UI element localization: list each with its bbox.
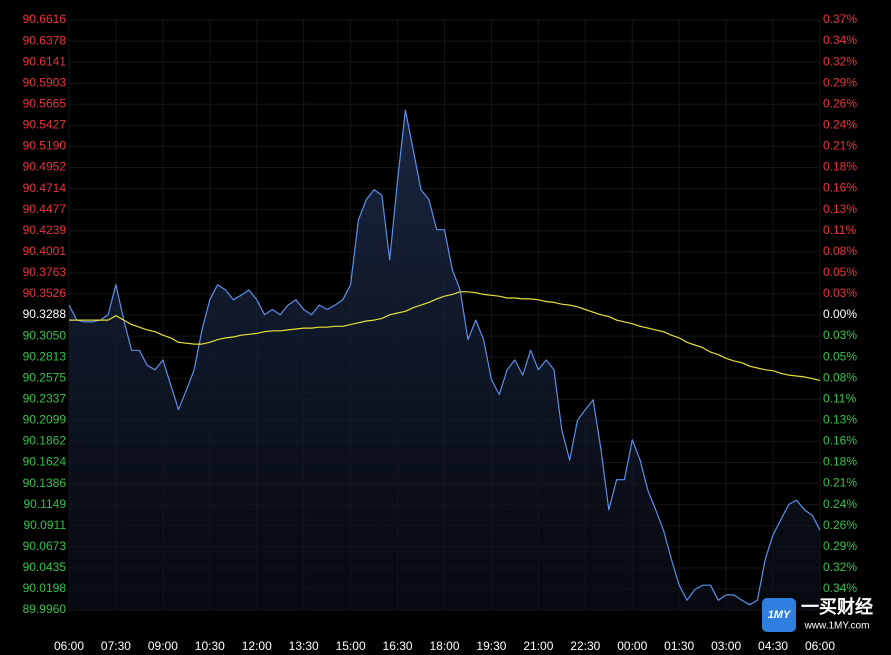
y-tick-label: 90.5665 [23,96,67,110]
y-tick-label: 90.1624 [23,455,67,469]
y2-tick-label: 0.08% [823,244,857,258]
y2-tick-label: 0.11% [823,391,856,405]
y2-tick-label: 0.37% [823,12,857,26]
x-tick-label: 00:00 [617,639,647,653]
y-tick-label: 90.4952 [23,160,67,174]
y-tick-label: 90.1149 [24,497,67,511]
y-tick-label: 90.3763 [23,265,67,279]
logo-icon [762,598,796,632]
y2-tick-label: 0.34% [823,581,857,595]
y2-tick-label: 0.16% [823,434,857,448]
y2-tick-label: 0.29% [823,75,857,89]
line [68,109,821,606]
x-tick-label: 03:00 [711,639,741,653]
y-tick-label: 90.5190 [23,139,67,153]
y2-tick-label: 0.21% [823,139,857,153]
y-tick-label: 90.6616 [23,12,67,26]
x-tick-label: 06:00 [805,639,835,653]
x-tick-label: 07:30 [101,639,131,653]
y-tick-label: 90.1386 [23,476,67,490]
y-tick-label: 90.0198 [23,581,67,595]
y-tick-label: 90.5903 [23,75,67,89]
x-tick-label: 21:00 [523,639,553,653]
y-tick-label: 90.5427 [23,118,67,132]
x-tick-label: 13:30 [289,639,319,653]
y-tick-label: 90.3050 [23,328,67,342]
y2-tick-label: 0.32% [823,54,857,68]
y2-tick-label: 0.08% [823,370,857,384]
y-tick-label: 90.6378 [23,33,67,47]
x-tick-label: 18:00 [429,639,459,653]
y-tick-label: 90.3526 [23,286,67,300]
y-tick-label: 90.4239 [23,223,67,237]
logo-url: www.1MY.com [804,621,870,632]
y2-tick-label: 0.24% [823,497,857,511]
y-tick-label: 90.0911 [24,518,67,532]
y2-tick-label: 0.05% [823,265,857,279]
y-tick-label: 90.4477 [23,202,67,216]
y2-tick-label: 0.11% [823,223,856,237]
x-tick-label: 12:00 [242,639,272,653]
y2-tick-label: 0.03% [823,328,857,342]
y-tick-label: 90.2099 [23,413,67,427]
y2-tick-label: 0.24% [823,118,857,132]
x-tick-label: 06:00 [54,639,84,653]
x-tick-label: 04:30 [758,639,788,653]
x-tick-label: 15:00 [336,639,366,653]
x-tick-label: 10:30 [195,639,225,653]
x-tick-label: 16:30 [383,639,413,653]
y-tick-label: 90.4001 [23,244,67,258]
x-tick-label: 01:30 [664,639,694,653]
plot [68,109,821,610]
y2-tick-label: 0.29% [823,539,857,553]
x-tick-label: 09:00 [148,639,178,653]
y2-tick-label: 0.18% [823,455,857,469]
y-tick-label: 90.3288 [23,307,67,321]
y-tick-label: 90.6141 [23,54,67,68]
y2-tick-label: 0.26% [823,96,857,110]
y2-tick-label: 0.03% [823,286,857,300]
y2-tick-label: 0.32% [823,560,857,574]
y-tick-label: 90.4714 [23,181,67,195]
y2-tick-label: 0.16% [823,181,857,195]
logo-title: 一买财经 [801,596,873,617]
y2-tick-label: 0.34% [823,33,857,47]
x-tick-label: 19:30 [476,639,506,653]
y-tick-label: 90.0673 [23,539,67,553]
line [69,291,821,381]
y-tick-label: 89.9960 [23,602,67,616]
y-tick-label: 90.0435 [23,560,67,574]
area [69,110,820,610]
y2-tick-label: 0.00% [823,307,857,321]
labels: 90.6616 90.6378 90.6141 90.5903 90.5665 90.54… [23,12,858,653]
y-tick-label: 90.1862 [23,434,67,448]
y2-tick-label: 0.13% [823,202,857,216]
y-tick-label: 90.2575 [23,370,67,384]
logo-icon-text: 1MY [768,609,792,621]
y2-tick-label: 0.13% [823,413,857,427]
y-tick-label: 90.2813 [23,349,67,363]
y2-tick-label: 0.21% [823,476,857,490]
y2-tick-label: 0.26% [823,518,857,532]
y2-tick-label: 0.05% [823,349,857,363]
y-tick-label: 90.2337 [23,391,67,405]
watermark: 1MY 一买财经 www.1MY.com [762,596,873,632]
y2-tick-label: 0.18% [823,160,857,174]
x-tick-label: 22:30 [570,639,600,653]
